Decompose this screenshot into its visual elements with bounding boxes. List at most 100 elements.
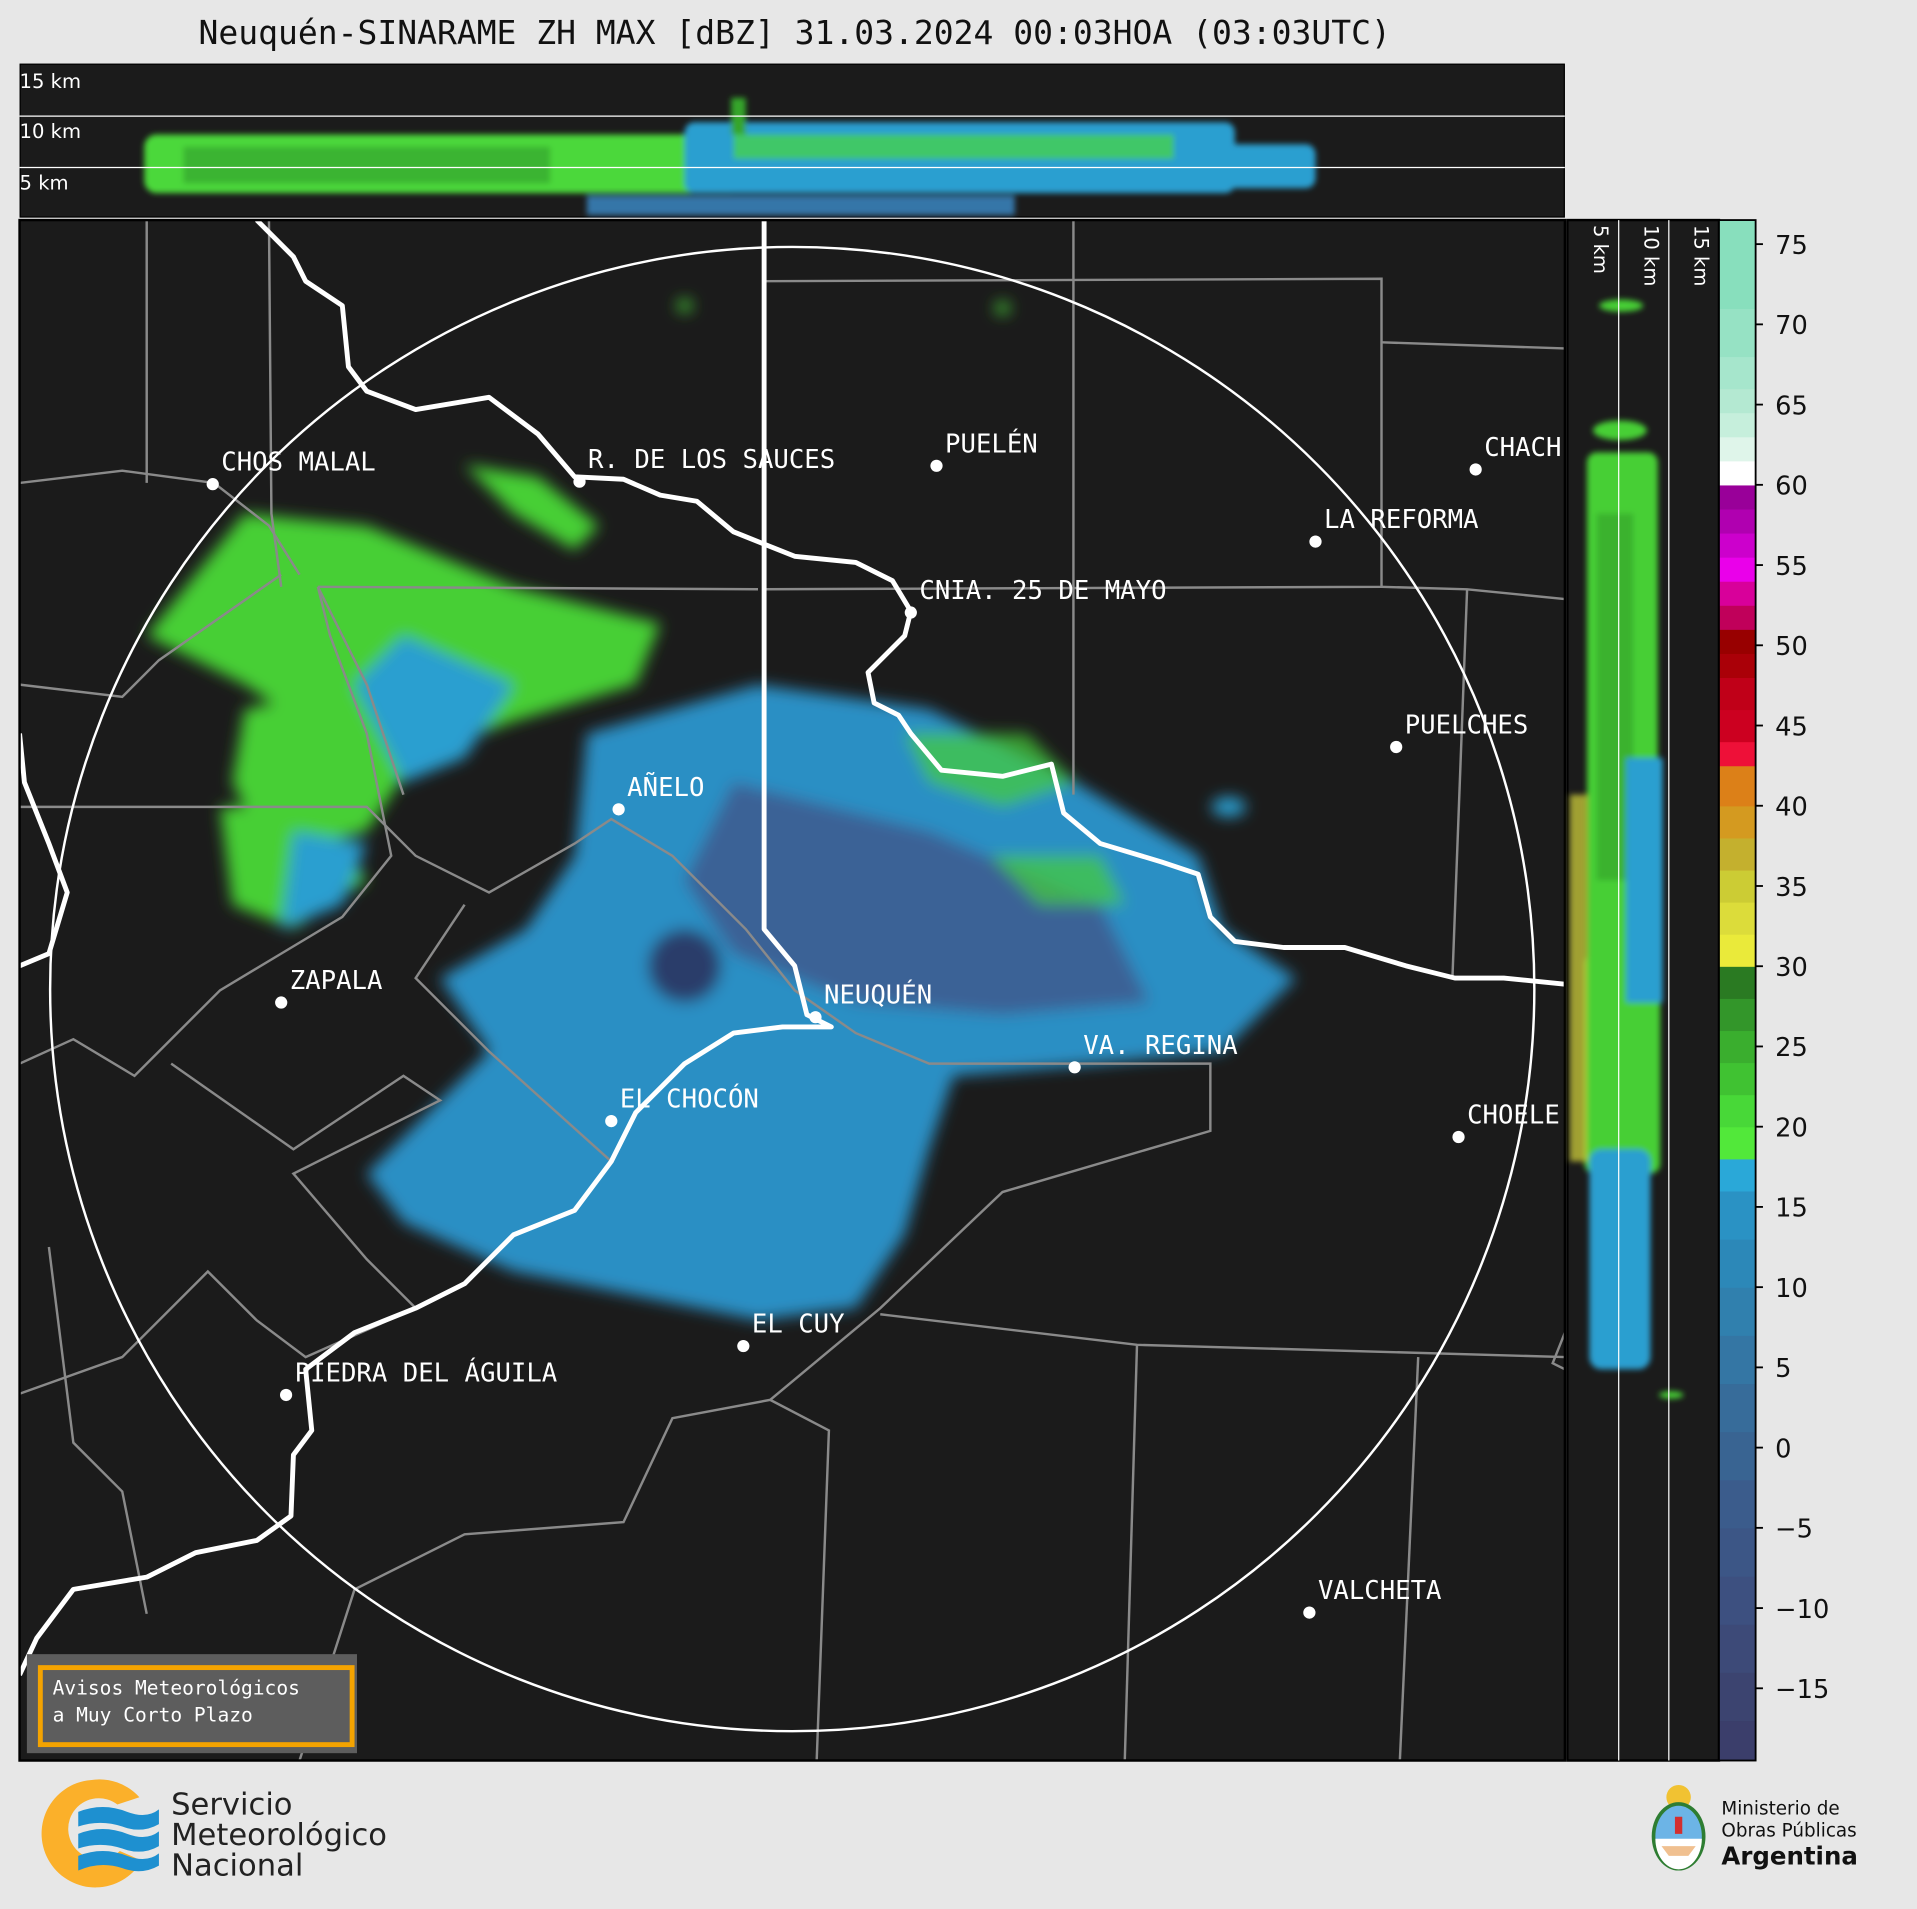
city-dot-icon bbox=[573, 475, 586, 488]
colorbar-bin bbox=[1718, 709, 1756, 743]
side-height-label-5km: 5 km bbox=[1589, 225, 1612, 274]
colorbar-bin bbox=[1718, 902, 1756, 935]
smn-line-1: Servicio bbox=[171, 1786, 293, 1822]
colorbar-bin bbox=[1718, 1190, 1756, 1240]
colorbar-bin bbox=[1718, 998, 1756, 1032]
colorbar-tick-label: 10 bbox=[1775, 1274, 1808, 1304]
top-height-profile: 15 km 10 km 5 km bbox=[19, 63, 1565, 218]
city-r-de-los-sauces: R. DE LOS SAUCES bbox=[573, 445, 835, 488]
colorbar-tick-label: 0 bbox=[1775, 1434, 1791, 1464]
colorbar-bin bbox=[1718, 653, 1756, 678]
colorbar-tick-label: 35 bbox=[1775, 873, 1808, 903]
colorbar-bin bbox=[1718, 677, 1756, 711]
top-height-label-5km: 5 km bbox=[20, 171, 69, 194]
colorbar-bin bbox=[1718, 629, 1756, 654]
colorbar-bin bbox=[1718, 581, 1756, 606]
city-markers: CHOS MALAL R. DE LOS SAUCES PUELÉN CHACH LA … bbox=[206, 427, 1561, 1619]
colorbar-bin bbox=[1718, 934, 1756, 967]
city-dot-icon bbox=[1469, 463, 1482, 476]
city-va-regina: VA. REGINA bbox=[1068, 1031, 1238, 1074]
colorbar-tick-label: 40 bbox=[1775, 793, 1808, 823]
city-label: CNIA. 25 DE MAYO bbox=[919, 576, 1166, 606]
colorbar-bin bbox=[1718, 805, 1756, 839]
city-chos-malal: CHOS MALAL bbox=[206, 448, 376, 491]
city-dot-icon bbox=[904, 606, 917, 619]
city-label: CHOELE bbox=[1467, 1101, 1560, 1131]
city-dot-icon bbox=[1452, 1130, 1465, 1144]
radar-echoes bbox=[146, 299, 1296, 1321]
warning-link[interactable]: Avisos Meteorológicos a Muy Corto Plazo bbox=[37, 1665, 355, 1748]
colorbar-bin bbox=[1718, 220, 1756, 309]
city-label: VALCHETA bbox=[1318, 1576, 1442, 1606]
city-label: VA. REGINA bbox=[1083, 1031, 1237, 1061]
city-dot-icon bbox=[275, 996, 288, 1009]
ministry-line-3: Argentina bbox=[1721, 1841, 1858, 1871]
colorbar-bin bbox=[1718, 356, 1756, 390]
warning-panel[interactable]: Avisos Meteorológicos a Muy Corto Plazo bbox=[26, 1654, 357, 1754]
colorbar-bin bbox=[1718, 1431, 1756, 1481]
colorbar-bin bbox=[1718, 741, 1756, 767]
colorbar-bin bbox=[1718, 765, 1756, 807]
colorbar-bin bbox=[1718, 1287, 1756, 1336]
city-label: PUELCHES bbox=[1405, 711, 1529, 741]
city-label: PIEDRA DEL ÁGUILA bbox=[295, 1357, 558, 1389]
colorbar-bin bbox=[1718, 436, 1756, 462]
colorbar-tick-label: −15 bbox=[1775, 1675, 1829, 1705]
boundaries bbox=[19, 220, 1565, 1761]
city-dot-icon bbox=[1303, 1606, 1316, 1619]
colorbar-bin bbox=[1718, 460, 1756, 486]
radar-map[interactable]: CHOS MALAL R. DE LOS SAUCES PUELÉN CHACH LA … bbox=[19, 220, 1565, 1761]
colorbar-tick-label: −10 bbox=[1775, 1595, 1829, 1625]
city-piedra-del-águila: PIEDRA DEL ÁGUILA bbox=[279, 1357, 558, 1402]
ministry-line-1: Ministerio de bbox=[1721, 1797, 1840, 1820]
city-label: EL CHOCÓN bbox=[620, 1083, 759, 1115]
side-height-profile: 5 km 10 km 15 km bbox=[1566, 218, 1721, 1762]
colorbar-bin bbox=[1718, 388, 1756, 414]
city-label: PUELÉN bbox=[945, 427, 1038, 459]
city-valcheta: VALCHETA bbox=[1303, 1576, 1442, 1619]
city-label: CHOS MALAL bbox=[221, 448, 375, 478]
smn-logo-text: Servicio Meteorológico Nacional bbox=[171, 1789, 387, 1881]
city-dot-icon bbox=[279, 1388, 293, 1402]
colorbar-bin bbox=[1718, 412, 1756, 438]
city-label: LA REFORMA bbox=[1324, 505, 1478, 535]
colorbar-tick-label: 50 bbox=[1775, 632, 1808, 662]
smn-logo-icon bbox=[41, 1779, 159, 1888]
colorbar-bin bbox=[1718, 1575, 1756, 1625]
colorbar-tick-label: 65 bbox=[1775, 391, 1808, 421]
colorbar-tick-label: 45 bbox=[1775, 712, 1808, 742]
colorbar-bin bbox=[1718, 484, 1756, 510]
city-chach: CHACH bbox=[1469, 433, 1561, 476]
top-height-label-15km: 15 km bbox=[20, 70, 81, 93]
city-zapala: ZAPALA bbox=[275, 966, 382, 1009]
city-puelén: PUELÉN bbox=[930, 427, 1038, 472]
city-dot-icon bbox=[612, 803, 625, 816]
smn-line-3: Nacional bbox=[171, 1847, 304, 1883]
colorbar-bin bbox=[1718, 1624, 1756, 1673]
colorbar-bin bbox=[1718, 1239, 1756, 1288]
colorbar-bin bbox=[1718, 1158, 1756, 1192]
colorbar-tick-label: 55 bbox=[1775, 552, 1808, 582]
ministry-logo-text: Ministerio de Obras Públicas Argentina bbox=[1721, 1797, 1857, 1870]
city-label: CHACH bbox=[1484, 433, 1561, 463]
city-dot-icon bbox=[1068, 1061, 1081, 1074]
city-puelches: PUELCHES bbox=[1390, 711, 1528, 754]
colorbar-bin bbox=[1718, 1062, 1756, 1096]
colorbar-bin bbox=[1718, 1479, 1756, 1529]
city-label: EL CUY bbox=[752, 1310, 845, 1340]
colorbar-tick-label: 5 bbox=[1775, 1354, 1791, 1384]
city-la-reforma: LA REFORMA bbox=[1309, 505, 1479, 548]
colorbar-bin bbox=[1718, 1383, 1756, 1433]
colorbar-bin bbox=[1718, 557, 1756, 582]
colorbar-bin bbox=[1718, 532, 1756, 558]
city-label: AÑELO bbox=[627, 771, 704, 803]
city-dot-icon bbox=[206, 478, 219, 491]
colorbar-bin bbox=[1718, 1335, 1756, 1385]
colorbar-bin bbox=[1718, 1030, 1756, 1064]
city-el-cuy: EL CUY bbox=[737, 1310, 845, 1353]
colorbar-tick-label: 15 bbox=[1775, 1194, 1808, 1224]
city-el-chocón: EL CHOCÓN bbox=[605, 1083, 759, 1128]
